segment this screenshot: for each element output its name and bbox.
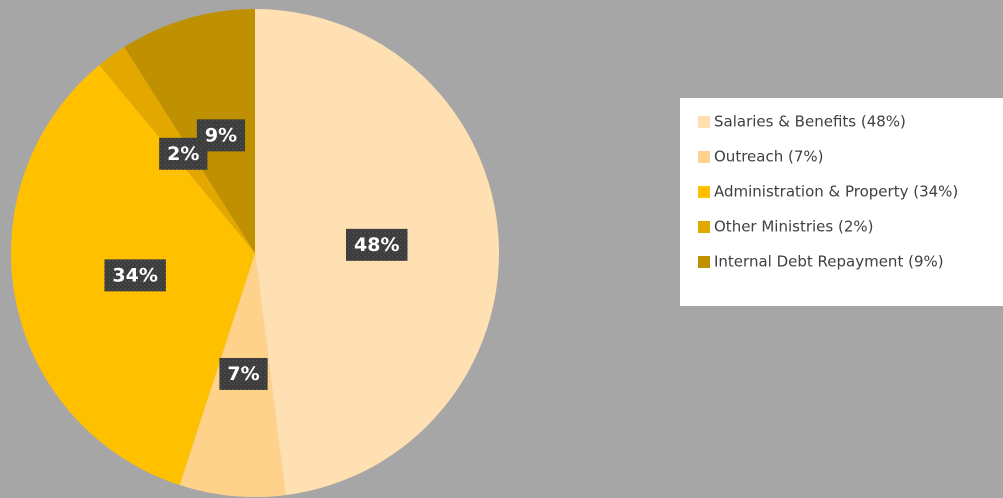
legend-swatch [698,116,710,128]
legend-label: Other Ministries (2%) [714,218,874,236]
data-label: 34% [112,264,157,286]
data-label-box [346,228,408,261]
legend-label: Salaries & Benefits (48%) [714,113,906,131]
legend-swatch [698,151,710,163]
data-label-box [219,357,268,390]
data-label: 48% [354,234,399,256]
pie-slice [124,9,255,253]
legend-label: Outreach (7%) [714,148,823,166]
data-label: 2% [167,143,199,165]
legend-label: Administration & Property (34%) [714,183,958,201]
data-label: 7% [227,363,259,385]
data-label-box [104,259,166,292]
legend-box [680,98,1003,306]
legend-swatch [698,186,710,198]
legend-label: Internal Debt Repayment (9%) [714,253,944,271]
legend-swatch [698,221,710,233]
data-label: 9% [205,124,237,146]
legend-swatch [698,256,710,268]
data-label-box [196,119,246,152]
